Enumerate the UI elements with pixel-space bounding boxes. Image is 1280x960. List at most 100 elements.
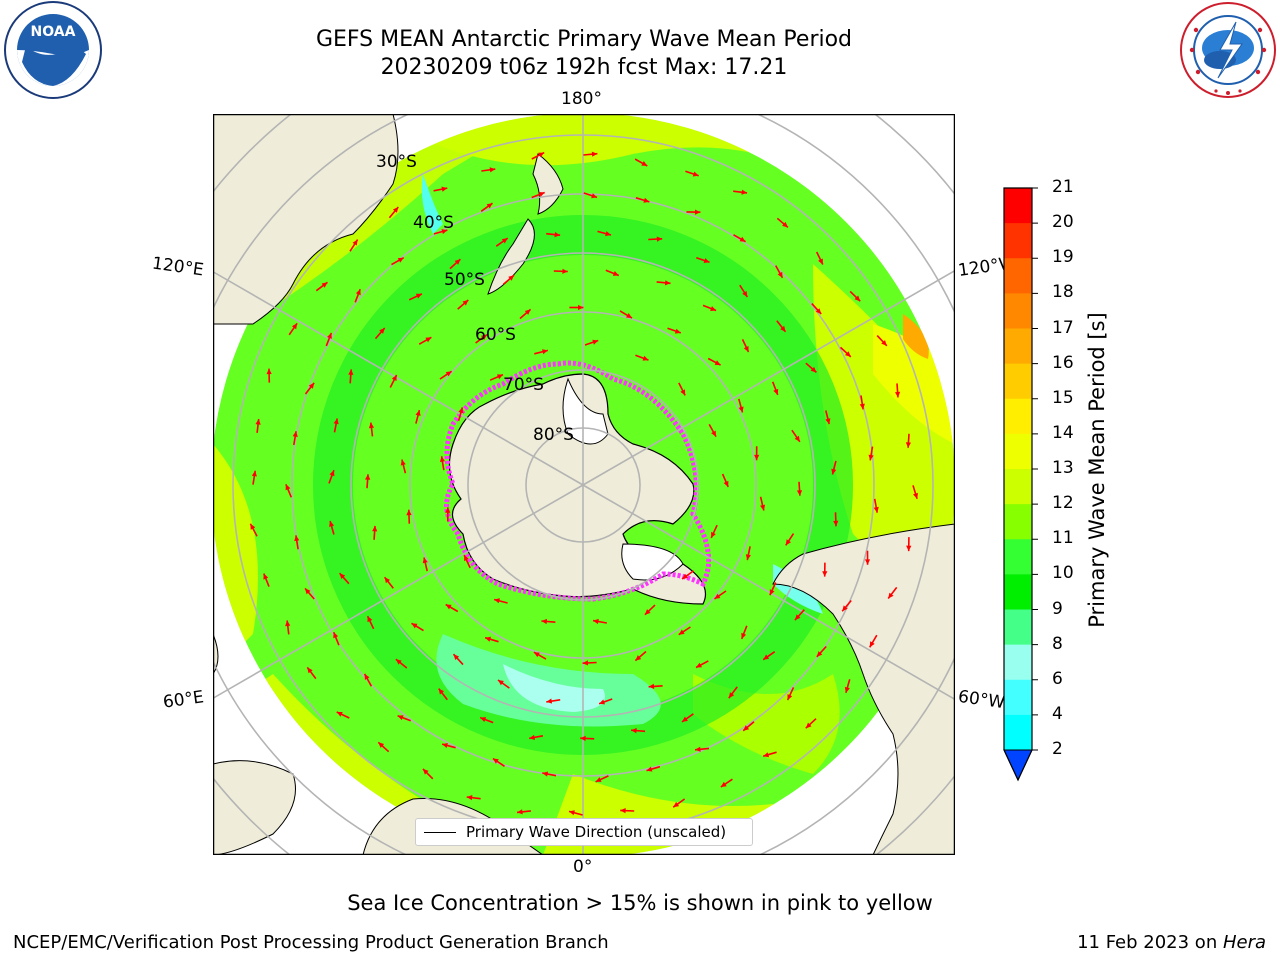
wave-arrow-head	[292, 431, 298, 437]
landmass	[213, 114, 955, 855]
colorbar-segment	[1004, 258, 1032, 294]
wave-arrow-head	[815, 308, 822, 314]
colorbar-extend-arrow	[1003, 749, 1033, 782]
wave-arrow-head	[400, 459, 406, 466]
wave-arrow-head	[825, 418, 831, 425]
wave-arrow-head	[582, 660, 589, 666]
wave-arrow-head	[818, 258, 823, 265]
wave-arrow-head	[578, 304, 584, 311]
wave-arrow-head	[869, 641, 875, 648]
wave-arrow-head	[595, 777, 602, 782]
wave-arrow-head	[831, 468, 837, 475]
colorbar-segment	[1004, 293, 1032, 329]
lat-label-30s: 30°S	[376, 152, 417, 172]
polar-map	[213, 114, 955, 855]
wave-arrow-head	[692, 171, 699, 177]
wave-arrow-head	[743, 725, 750, 731]
wave-arrow-head	[905, 442, 911, 448]
colorbar-tick-label: 8	[1052, 633, 1063, 654]
wave-arrow-head	[864, 559, 871, 565]
wave-arrow-head	[777, 271, 783, 278]
wave-arrow-head	[711, 430, 716, 437]
map-legend: Primary Wave Direction (unscaled)	[415, 818, 753, 846]
wave-arrow-head	[769, 589, 775, 596]
wave-arrow-head	[364, 673, 370, 680]
wave-arrow-head	[773, 388, 779, 395]
wave-arrow-head	[542, 349, 548, 355]
nws-logo	[1180, 2, 1276, 98]
colorbar-tick-label: 10	[1052, 563, 1074, 584]
colorbar-tick-label: 14	[1052, 422, 1074, 443]
wave-arrow-head	[680, 389, 686, 396]
lon-label-60w: 60°W	[956, 686, 1007, 714]
wave-arrow-head	[694, 209, 701, 215]
wave-arrow-head	[599, 699, 605, 705]
wave-arrow-head	[678, 629, 685, 635]
colorbar-segment	[1004, 539, 1032, 575]
colorbar-segment	[1004, 433, 1032, 470]
wave-arrow-head	[785, 539, 791, 546]
wave-arrow-head	[266, 368, 272, 375]
wave-arrow-head	[844, 686, 850, 693]
wave-arrow-head	[294, 535, 300, 542]
lon-label-180: 180°	[561, 89, 602, 109]
wave-arrow-head	[542, 771, 549, 777]
wave-arrow-head	[411, 623, 418, 629]
wave-arrow-head	[605, 231, 611, 237]
wave-arrow-head	[529, 734, 535, 740]
noaa-logo: NOAA	[4, 1, 102, 99]
wave-arrow-head	[508, 275, 515, 281]
wave-arrow-head	[895, 391, 901, 398]
colorbar-tick-label: 16	[1052, 352, 1074, 373]
wave-arrow-head	[591, 193, 598, 199]
wave-arrow-head	[453, 654, 460, 660]
colorbar-segment	[1004, 188, 1032, 224]
wave-arrow-head	[480, 717, 487, 722]
colorbar-tick-label: 4	[1052, 703, 1063, 724]
colorbar-label: Primary Wave Mean Period [s]	[1085, 312, 1109, 628]
wave-arrow-head	[379, 328, 385, 334]
wave-arrow-head	[439, 456, 445, 462]
wave-arrow-head	[631, 728, 637, 734]
wave-arrow-head	[391, 375, 397, 381]
wave-arrow-head	[881, 340, 887, 346]
colorbar-tick-label: 17	[1052, 317, 1074, 338]
wave-arrow-head	[626, 313, 632, 319]
colorbar-tick-label: 9	[1052, 598, 1063, 619]
wave-arrow-head	[742, 291, 748, 297]
wave-arrow-head	[466, 795, 473, 801]
colorbar-tick-label: 6	[1052, 668, 1063, 689]
wave-direction-arrows	[249, 151, 918, 816]
lat-label-60s: 60°S	[475, 325, 516, 345]
wave-arrow-head	[486, 203, 493, 209]
wave-arrow-head	[794, 435, 800, 442]
wave-arrow-head	[546, 698, 553, 704]
wave-arrow-head	[743, 346, 749, 352]
wave-arrow-head	[422, 557, 428, 564]
wave-arrow-head	[327, 332, 332, 339]
wave-arrow-head	[642, 355, 649, 361]
wave-arrow-head	[674, 328, 681, 334]
wave-arrow-head	[307, 667, 313, 674]
colorbar-segment	[1004, 644, 1032, 681]
wave-arrow-head	[741, 632, 747, 639]
colorbar-tick-label: 19	[1052, 247, 1074, 268]
wave-arrow-head	[562, 268, 568, 274]
chart-subtitle: 20230209 t06z 192h fcst Max: 17.21	[380, 55, 788, 80]
wave-arrow-head	[760, 504, 766, 511]
wave-arrow-head	[620, 808, 626, 814]
wave-arrow-head	[538, 152, 545, 158]
colorbar-segment	[1004, 363, 1032, 400]
wave-arrow-head	[612, 271, 619, 276]
lat-label-50s: 50°S	[444, 270, 485, 290]
wave-arrow-head	[395, 659, 402, 665]
wave-arrow-head	[888, 592, 894, 599]
graticule	[213, 114, 955, 855]
wave-arrow-head	[392, 207, 399, 213]
wave-arrow-head	[464, 555, 469, 562]
wave-arrow-head	[794, 614, 801, 621]
colorbar-tick-label: 18	[1052, 282, 1074, 303]
wave-arrow-head	[646, 766, 653, 772]
colorbar-tick-label: 2	[1052, 739, 1063, 759]
wave-arrow-head	[673, 801, 680, 808]
